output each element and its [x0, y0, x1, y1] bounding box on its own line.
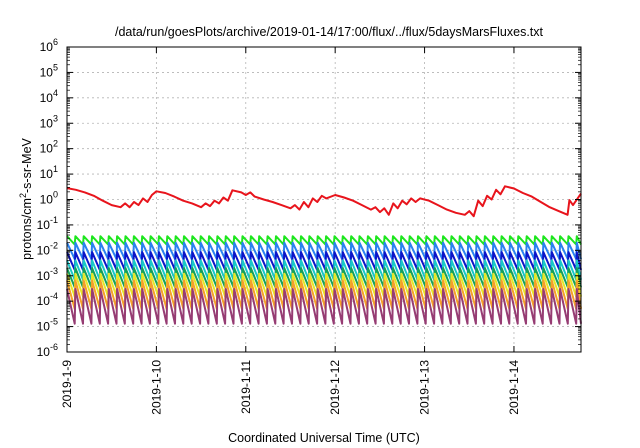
- y-tick-label-base: 10: [37, 294, 51, 308]
- y-tick-label-exponent: 6: [53, 37, 58, 47]
- y-axis-label: protons/cm2-s-sr-MeV: [18, 137, 34, 259]
- y-tick-label: 10-3: [37, 266, 58, 283]
- y-tick-label-base: 10: [40, 142, 54, 156]
- x-axis-label: Coordinated Universal Time (UTC): [228, 431, 420, 445]
- y-tick-label: 102: [40, 139, 58, 156]
- y-tick-label-exponent: 2: [53, 139, 58, 149]
- y-tick-label: 10-1: [37, 215, 58, 232]
- series-line-8: [66, 288, 582, 325]
- y-tick-label: 10-5: [37, 317, 58, 334]
- y-tick-label-exponent: 0: [53, 190, 58, 200]
- y-tick-label: 105: [40, 62, 58, 79]
- y-tick-label: 103: [40, 113, 58, 130]
- series-line-1: [66, 235, 582, 246]
- y-tick-label-base: 10: [40, 91, 54, 105]
- x-tick-label: 2019-1-11: [239, 360, 253, 414]
- y-tick-label-exponent: -1: [50, 215, 58, 225]
- chart-title: /data/run/goesPlots/archive/2019-01-14/1…: [115, 25, 544, 39]
- y-tick-label-exponent: -5: [50, 317, 58, 327]
- y-tick-label-base: 10: [37, 243, 51, 257]
- series-line-2: [66, 241, 582, 261]
- y-axis-label-base: protons/cm: [20, 198, 34, 260]
- y-tick-label-base: 10: [40, 40, 54, 54]
- y-tick-label-base: 10: [37, 269, 51, 283]
- y-tick-label: 101: [40, 164, 58, 181]
- y-tick-label-base: 10: [37, 218, 51, 232]
- y-tick-label-exponent: -3: [50, 266, 58, 276]
- y-tick-label-base: 10: [40, 65, 54, 79]
- y-tick-label-exponent: -2: [50, 240, 58, 250]
- y-tick-label-exponent: -6: [50, 342, 58, 352]
- y-tick-label-base: 10: [37, 345, 51, 359]
- y-tick-label-base: 10: [37, 320, 51, 334]
- y-tick-label-exponent: 4: [53, 88, 58, 98]
- series-group: [66, 185, 582, 325]
- series-line-0: [66, 185, 582, 218]
- y-axis-ticks: 10610510410310210110010-110-210-310-410-…: [37, 37, 581, 359]
- y-tick-label-base: 10: [40, 116, 54, 130]
- y-tick-label-exponent: 3: [53, 113, 58, 123]
- y-tick-label-exponent: -4: [50, 291, 58, 301]
- y-tick-label: 106: [40, 37, 58, 54]
- y-tick-label-exponent: 5: [53, 62, 58, 72]
- y-tick-label-base: 10: [40, 167, 54, 181]
- x-tick-label: 2019-1-10: [149, 360, 163, 415]
- y-tick-label-exponent: 1: [53, 164, 58, 174]
- y-tick-label: 10-2: [37, 240, 58, 257]
- x-tick-label: 2019-1-14: [507, 360, 521, 415]
- y-axis-label-superscript: 2: [18, 193, 28, 198]
- y-tick-label: 10-4: [37, 291, 58, 308]
- y-axis-label-rest: -s-sr-MeV: [20, 137, 34, 193]
- y-tick-label: 100: [40, 190, 58, 207]
- x-tick-label: 2019-1-9: [60, 360, 74, 408]
- x-tick-label: 2019-1-12: [328, 360, 342, 415]
- y-tick-label: 104: [40, 88, 58, 105]
- y-tick-label-base: 10: [40, 193, 54, 207]
- y-tick-label: 10-6: [37, 342, 58, 359]
- x-tick-label: 2019-1-13: [418, 360, 432, 415]
- x-axis-ticks: 2019-1-9 2019-1-10 2019-1-11 2019-1-12 2019-…: [60, 47, 521, 415]
